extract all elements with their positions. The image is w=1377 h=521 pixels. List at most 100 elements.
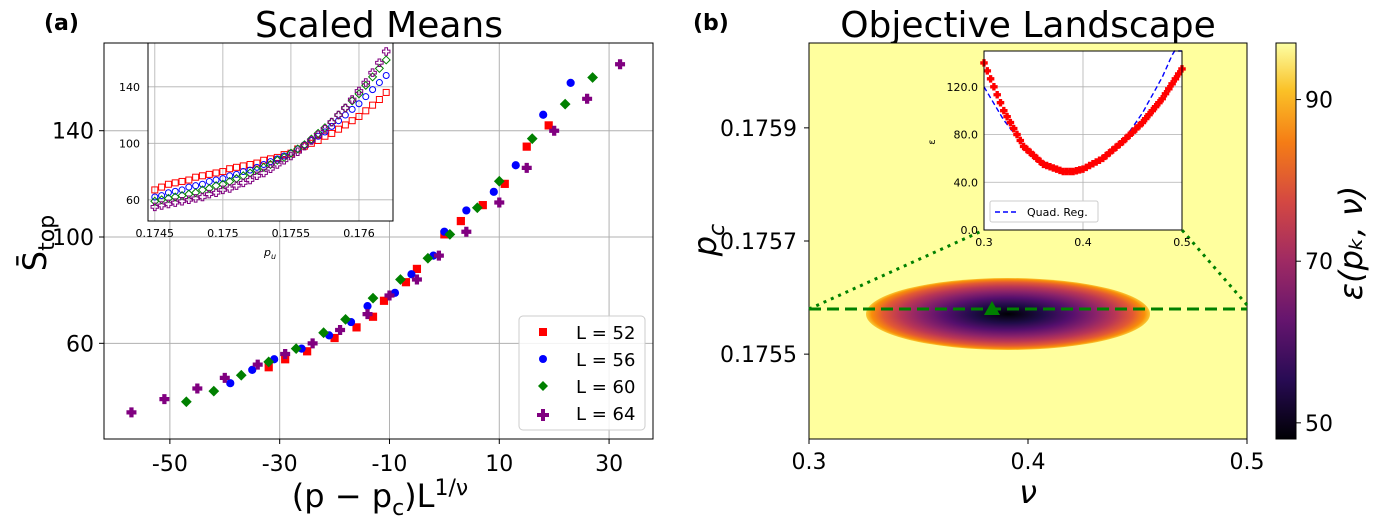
inset-data-point [198, 172, 206, 180]
inset-data-point [369, 86, 377, 94]
inset-data-point [294, 145, 302, 153]
inset-data-point [164, 180, 172, 188]
panel-a-y-axis-label-sub: top [35, 215, 60, 251]
inset-b-y-ticks: 0.0 40.0 80.0 120.0 [947, 81, 979, 237]
panel-b: (b) Objective Landscape 0.3 0.4 0.5 0.1755… [686, 5, 1370, 511]
data-point [444, 228, 456, 240]
inset-data-point [313, 128, 323, 139]
data-point [407, 270, 416, 279]
x-tick-label: 0.4 [1074, 236, 1092, 249]
inset-data-point [164, 189, 172, 197]
inset-b-legend-box [989, 200, 1099, 223]
zoom-connector-left [808, 228, 985, 311]
inset-data-point [266, 164, 275, 173]
inset-curve-point [1145, 110, 1153, 119]
data-point [461, 226, 472, 237]
legend-label-l52: L = 52 [576, 323, 635, 344]
inset-b-points [980, 59, 1186, 176]
inset-data-point [259, 168, 268, 178]
inset-curve-point [1151, 102, 1160, 111]
data-point [384, 290, 395, 301]
data-point [582, 93, 593, 104]
inset-data-point [328, 129, 336, 137]
minimum-marker-triangle [984, 301, 1000, 315]
panel-a-y-axis-label-main: S̄ [15, 251, 54, 271]
inset-data-point [198, 192, 207, 202]
inset-data-point [327, 117, 336, 127]
inset-data-point [157, 201, 166, 210]
panel-a-x-axis-label-main: (p − p [292, 477, 392, 515]
inset-data-point [177, 196, 187, 206]
x-tick-label: 30 [595, 452, 623, 477]
inset-b-y-axis-label: ε [927, 139, 938, 144]
inset-curve-point [1141, 114, 1150, 123]
y-tick-label: 60 [126, 194, 140, 207]
inset-curve-point [1148, 106, 1157, 115]
heatmap-minimum-region [866, 278, 1150, 350]
y-tick-label: 0.0 [961, 224, 979, 237]
inset-data-point [212, 169, 220, 177]
inset-data-point [164, 199, 173, 209]
x-tick-label: 0.4 [1011, 450, 1046, 475]
inset-a-y-ticks: 60 100 140 [119, 81, 140, 207]
inset-data-point [171, 187, 179, 195]
x-tick-label: -10 [372, 452, 408, 477]
colorbar: 50 70 90 ε(pₖ, ν) [1275, 42, 1370, 440]
inset-data-point [375, 79, 383, 87]
data-point [433, 250, 444, 261]
inset-data-point [211, 188, 221, 197]
panel-a-x-axis-label-tail: )L [404, 477, 434, 515]
inset-data-point [245, 168, 255, 178]
data-point [226, 379, 235, 388]
inset-data-point [218, 185, 228, 195]
inset-data-point [299, 140, 310, 150]
legend-label-l60: L = 60 [576, 377, 635, 398]
data-point [352, 323, 361, 332]
panel-b-y-ticks: 0.1755 0.1757 0.1759 [720, 117, 809, 368]
inset-b-legend-label: Quad. Reg. [1027, 206, 1088, 219]
zoom-connector-right [1180, 229, 1249, 306]
colorbar-tick-label: 50 [1305, 412, 1333, 437]
inset-data-point [205, 189, 214, 199]
inset-data-point [205, 170, 213, 178]
inset-data-point [158, 183, 166, 191]
inset-a-grid [148, 43, 393, 221]
panel-b-y-axis-label: pc [686, 224, 730, 257]
inset-data-point [185, 176, 193, 184]
data-point [208, 385, 220, 397]
inset-data-point [238, 171, 248, 181]
data-point [549, 125, 560, 136]
inset-curve-point [1118, 137, 1127, 146]
inset-data-point [382, 88, 390, 96]
panel-a-inset: 0.1745 0.175 0.1755 0.176 60 100 140 pu [119, 42, 394, 261]
inset-data-point [225, 176, 235, 187]
data-point [559, 98, 571, 110]
y-tick-label: 40.0 [954, 176, 979, 189]
inset-data-point [362, 107, 370, 115]
inset-data-point [321, 128, 329, 136]
x-tick-label: 0.176 [343, 227, 375, 240]
inset-curve-point [1013, 130, 1021, 139]
inset-data-point [232, 163, 240, 171]
data-point [290, 343, 302, 355]
inset-data-point [300, 141, 309, 151]
inset-data-point [306, 134, 316, 144]
legend-marker-l52 [539, 328, 547, 336]
legend-marker-l56 [539, 355, 547, 363]
inset-data-point [335, 125, 343, 133]
panel-a-x-axis-label-sup: 1/ν [434, 476, 468, 501]
inset-data-point [328, 122, 336, 130]
panel-a-y-axis-label: S̄top [15, 215, 60, 271]
inset-data-point [368, 68, 377, 77]
inset-data-point [354, 86, 364, 96]
panel-b-x-ticks: 0.3 0.4 0.5 [792, 439, 1265, 475]
colorbar-gradient [1275, 42, 1297, 440]
inset-data-point [313, 130, 323, 140]
inset-data-point [239, 168, 247, 176]
inset-data-point [267, 155, 274, 163]
inset-data-point [375, 58, 384, 68]
inset-data-point [191, 194, 200, 203]
data-point [252, 359, 263, 370]
inset-data-point [178, 177, 186, 185]
inset-data-point [369, 101, 377, 109]
